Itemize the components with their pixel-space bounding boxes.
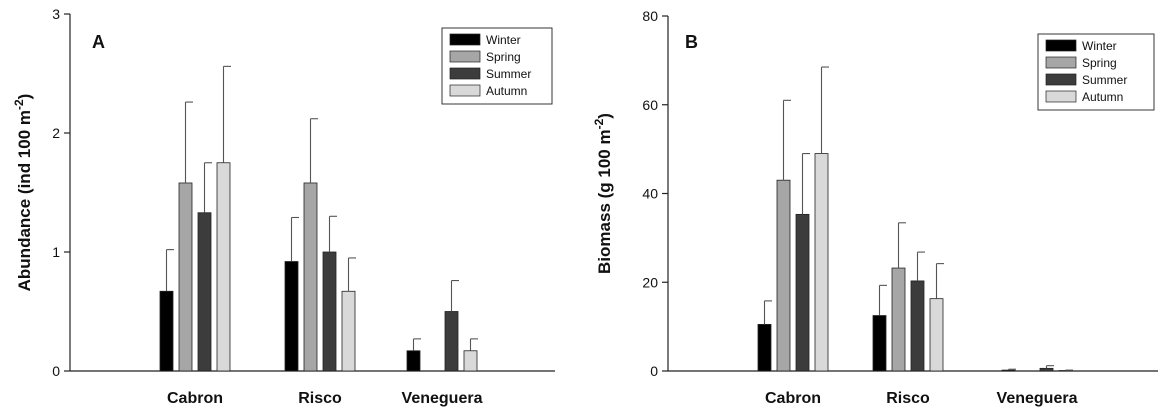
y-tick-label: 60: [642, 97, 658, 113]
legend-label-summer: Summer: [1082, 73, 1127, 87]
legend-swatch-summer: [449, 67, 481, 80]
bar-autumn-veneguera: [463, 350, 478, 372]
y-tick-label: 1: [52, 244, 60, 260]
bar-summer-cabron: [197, 212, 212, 372]
legend-label-autumn: Autumn: [1082, 90, 1123, 104]
category-label-veneguera: Veneguera: [997, 390, 1078, 407]
bar-winter-veneguera: [1001, 369, 1016, 372]
bar-spring-risco: [303, 182, 318, 372]
bar-summer-veneguera: [1039, 367, 1054, 372]
y-axis-label: Biomass (g 100 m-2): [592, 113, 614, 274]
legend-label-winter: Winter: [486, 33, 521, 47]
legend-label-winter: Winter: [1082, 39, 1117, 53]
bar-spring-cabron: [178, 182, 193, 372]
y-tick-label: 2: [52, 125, 60, 141]
y-tick-label: 80: [642, 8, 658, 24]
category-label-risco: Risco: [298, 390, 342, 407]
bar-spring-risco: [891, 267, 906, 372]
bar-autumn-cabron: [814, 153, 829, 372]
panel-letter: A: [92, 32, 105, 52]
y-tick-label: 3: [52, 6, 60, 22]
legend-label-summer: Summer: [486, 67, 531, 81]
category-label-veneguera: Veneguera: [402, 390, 483, 407]
legend-label-spring: Spring: [486, 50, 521, 64]
category-label-cabron: Cabron: [167, 390, 223, 407]
legend-swatch-spring: [1045, 56, 1077, 69]
bar-winter-veneguera: [406, 350, 421, 372]
y-tick-label: 0: [650, 363, 658, 379]
panel-letter: B: [685, 32, 698, 52]
y-tick-label: 40: [642, 186, 658, 202]
legend-swatch-summer: [1045, 73, 1077, 86]
bar-summer-veneguera: [444, 311, 459, 372]
y-axis-label: Abundance (ind 100 m-2): [12, 94, 34, 292]
legend-swatch-autumn: [1045, 90, 1077, 103]
category-label-cabron: Cabron: [765, 390, 821, 407]
y-tick-label: 0: [52, 363, 60, 379]
bar-spring-cabron: [776, 179, 791, 372]
legend-label-spring: Spring: [1082, 56, 1117, 70]
legend-swatch-winter: [449, 33, 481, 46]
bar-summer-cabron: [795, 213, 810, 372]
bar-winter-risco: [872, 315, 887, 372]
legend-swatch-winter: [1045, 39, 1077, 52]
bar-winter-cabron: [159, 290, 174, 372]
bar-autumn-cabron: [216, 162, 231, 372]
legend-label-autumn: Autumn: [486, 84, 527, 98]
legend-swatch-spring: [449, 50, 481, 63]
bar-summer-risco: [910, 280, 925, 372]
category-label-risco: Risco: [886, 390, 930, 407]
legend-swatch-autumn: [449, 84, 481, 97]
bar-autumn-risco: [341, 290, 356, 372]
biomass-chart: 0 20 40 60 80 B Biomass (g 100 m-2) Cabron Risco…: [592, 8, 1158, 407]
bar-autumn-risco: [929, 298, 944, 372]
bar-winter-cabron: [757, 324, 772, 372]
bar-summer-risco: [322, 251, 337, 372]
abundance-chart: 0 1 2 3 A Abundance (ind 100 m-2) Cabron Risco V…: [12, 6, 555, 407]
bar-winter-risco: [284, 261, 299, 372]
y-tick-label: 20: [642, 274, 658, 290]
